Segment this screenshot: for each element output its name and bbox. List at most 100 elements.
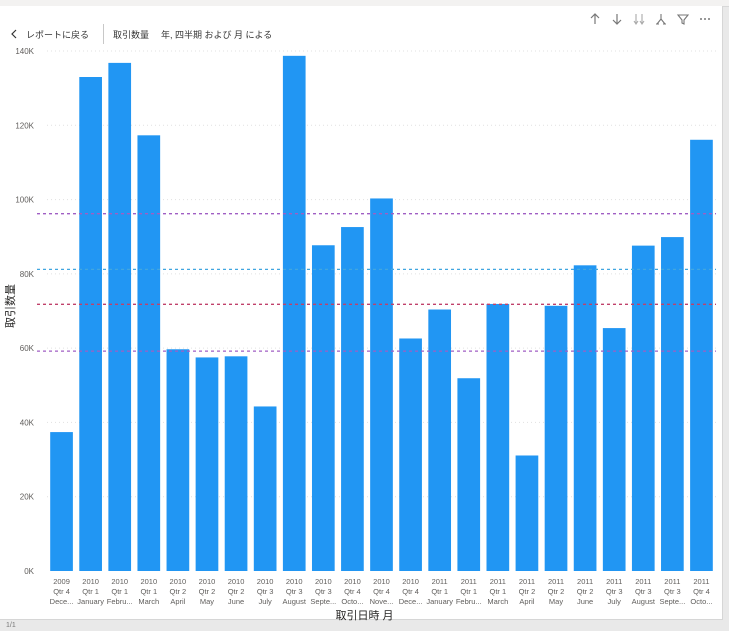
bar <box>690 139 713 571</box>
x-tick-label: 2011 <box>490 577 506 586</box>
x-tick-label: Qtr 3 <box>664 587 681 596</box>
x-tick-label: 2011 <box>519 577 535 586</box>
arrow-up-icon[interactable] <box>588 12 602 26</box>
x-tick-label: August <box>632 597 656 606</box>
y-tick-label: 100K <box>15 196 34 205</box>
y-tick-label: 80K <box>20 270 35 279</box>
x-tick-label: Octo... <box>341 597 363 606</box>
bar-chart: 0K 20K 40K 60K 80K 100K 120K 140K 2009 Qtr 4 Dece.… <box>0 45 722 615</box>
x-tick-label: April <box>519 597 534 606</box>
x-tick-label: May <box>549 597 563 606</box>
visual-title-axis: 年, 四半期 および 月 による <box>161 29 273 40</box>
bar <box>79 77 102 571</box>
x-tick-label: 2010 <box>140 577 157 586</box>
x-tick-label: 2010 <box>82 577 99 586</box>
x-tick-label: 2011 <box>461 577 477 586</box>
x-tick-label: Septe... <box>310 597 336 606</box>
x-tick-label: Qtr 1 <box>111 587 128 596</box>
x-tick-label: August <box>283 597 307 606</box>
x-tick-label: July <box>258 597 272 606</box>
bar <box>311 245 335 571</box>
x-tick-label: Dece... <box>50 597 74 606</box>
x-tick-label: Qtr 1 <box>460 587 477 596</box>
bar <box>486 303 510 571</box>
x-tick-label: Qtr 3 <box>257 587 274 596</box>
y-tick-label: 20K <box>20 493 35 502</box>
focus-toolbar: レポートに戻る 取引数量 年, 四半期 および 月 による <box>8 24 272 44</box>
bar <box>282 55 306 572</box>
x-tick-label: 2010 <box>199 577 216 586</box>
x-tick-label: 2011 <box>606 577 622 586</box>
back-to-report-button[interactable]: レポートに戻る <box>8 28 89 41</box>
x-tick-label: 2011 <box>635 577 651 586</box>
x-tick-label: Qtr 2 <box>519 587 536 596</box>
x-tick-label: Qtr 4 <box>693 587 710 596</box>
y-tick-label: 140K <box>15 47 34 56</box>
bar <box>399 338 422 571</box>
x-tick-label: Qtr 3 <box>286 587 303 596</box>
x-tick-label: Qtr 4 <box>53 587 70 596</box>
x-tick-label: Qtr 3 <box>315 587 332 596</box>
x-tick-label: 2010 <box>111 577 128 586</box>
y-tick-label: 60K <box>20 344 35 353</box>
x-tick-label: Qtr 4 <box>344 587 361 596</box>
x-tick-label: Qtr 1 <box>490 587 507 596</box>
bar <box>137 135 161 572</box>
x-tick-label: July <box>608 597 622 606</box>
arrow-down-icon[interactable] <box>610 12 624 26</box>
x-tick-label: 2010 <box>286 577 303 586</box>
bar <box>341 227 364 572</box>
y-tick-label: 40K <box>20 418 35 427</box>
x-tick-label: 2011 <box>577 577 593 586</box>
bar <box>108 62 132 571</box>
more-icon[interactable] <box>698 12 712 26</box>
bar <box>544 305 568 571</box>
x-tick-label: 2010 <box>170 577 187 586</box>
x-tick-label: June <box>228 597 244 606</box>
x-tick-label: Octo... <box>690 597 712 606</box>
x-tick-label: Febru... <box>107 597 133 606</box>
y-tick-label: 0K <box>24 567 34 576</box>
x-tick-label: June <box>577 597 593 606</box>
x-tick-label: March <box>138 597 159 606</box>
x-tick-label: Qtr 4 <box>402 587 419 596</box>
filter-icon[interactable] <box>676 12 690 26</box>
visual-header-icons <box>588 11 712 27</box>
chevron-left-icon <box>11 29 17 39</box>
page-indicator: 1/1 <box>6 622 16 629</box>
bar <box>457 378 481 571</box>
x-tick-label: Qtr 1 <box>82 587 99 596</box>
x-tick-label: 2010 <box>315 577 332 586</box>
x-tick-label: Qtr 3 <box>606 587 623 596</box>
double-arrow-down-icon[interactable] <box>632 12 646 26</box>
x-tick-label: Qtr 1 <box>140 587 157 596</box>
bar <box>50 432 73 571</box>
x-tick-label: Qtr 2 <box>199 587 216 596</box>
visual-title-measure: 取引数量 <box>113 29 150 40</box>
x-tick-label: Febru... <box>456 597 482 606</box>
fork-icon[interactable] <box>654 12 668 26</box>
x-tick-label: 2011 <box>664 577 680 586</box>
y-tick-label: 120K <box>15 121 34 130</box>
x-tick-label: May <box>200 597 214 606</box>
x-tick-label: 2010 <box>228 577 245 586</box>
x-tick-label: Qtr 3 <box>635 587 652 596</box>
y-axis-title: 取引数量 <box>5 284 17 328</box>
x-tick-label: 2010 <box>344 577 361 586</box>
bar <box>253 406 277 571</box>
x-tick-label: Qtr 2 <box>548 587 565 596</box>
bar <box>224 356 248 571</box>
x-axis-title: 取引日時 月 <box>335 610 394 622</box>
bar <box>428 309 452 571</box>
x-tick-label: January <box>426 597 453 606</box>
x-tick-label: Qtr 2 <box>577 587 594 596</box>
bar <box>631 245 655 571</box>
x-tick-label: Nove... <box>370 597 394 606</box>
x-tick-label: Dece... <box>399 597 423 606</box>
x-tick-label: 2009 <box>53 577 70 586</box>
x-tick-label: Qtr 2 <box>170 587 187 596</box>
x-tick-label: 2011 <box>693 577 709 586</box>
x-tick-label: 2011 <box>432 577 448 586</box>
x-tick-label: Qtr 2 <box>228 587 245 596</box>
